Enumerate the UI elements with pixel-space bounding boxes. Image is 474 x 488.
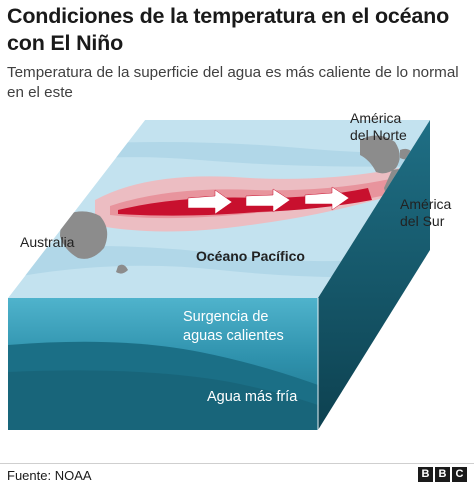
source-note: Fuente: NOAA [7,468,92,483]
australia-land [60,211,108,259]
label-cold-water: Agua más fría [207,389,298,405]
chart-subtitle: Temperatura de la superficie del agua es… [7,64,459,101]
footer-divider [0,463,474,464]
label-north-america: América del Norte [350,110,407,143]
east-flow-arrows [187,186,350,215]
warm-core [118,188,372,216]
north-america-land [360,135,400,174]
ocean-side-face [318,120,430,430]
label-pacific-ocean: Océano Pacífico [196,248,305,264]
label-australia: Australia [20,234,75,250]
chart-title: Condiciones de la temperatura en el océa… [7,4,450,55]
ocean-diagram [8,120,430,430]
label-warm-upwelling: Surgencia de aguas calientes [183,309,284,344]
label-south-america: América del Sur [400,196,452,229]
